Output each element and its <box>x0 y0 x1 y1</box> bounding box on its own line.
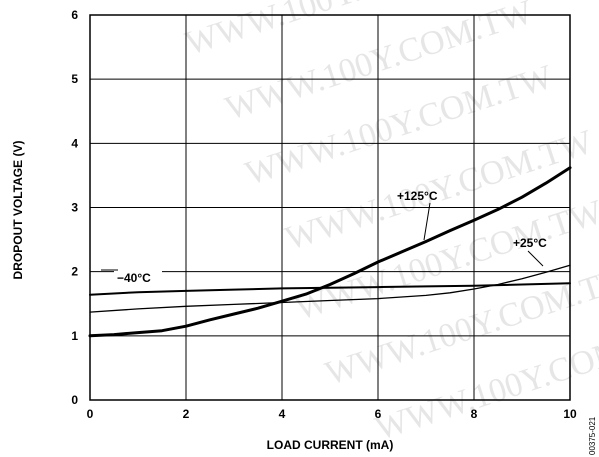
grid <box>90 15 570 400</box>
y-tick-label: 1 <box>71 329 78 343</box>
x-tick-label: 4 <box>279 407 286 421</box>
plot-border <box>89 14 571 401</box>
leader-line-1 <box>527 250 544 267</box>
y-tick-label: 6 <box>71 8 78 22</box>
series-line-1 <box>89 264 571 313</box>
x-tick-label: 0 <box>87 407 94 421</box>
plot-frame <box>89 14 571 401</box>
y-tick-label: 2 <box>71 265 78 279</box>
leader-line-0 <box>423 202 431 241</box>
y-tick-label: 3 <box>71 201 78 215</box>
x-tick-label: 2 <box>183 407 190 421</box>
series-labels: +125°C +25°C −40°C <box>101 189 547 285</box>
series-label-1: +25°C <box>513 236 547 250</box>
y-axis-title: DROPOUT VOLTAGE (V) <box>11 141 25 280</box>
y-tick-label: 5 <box>71 72 78 86</box>
y-tick-label: 0 <box>71 393 78 407</box>
x-tick-label: 10 <box>563 407 577 421</box>
figure-code: 00375-021 <box>588 416 597 455</box>
x-axis-title: LOAD CURRENT (mA) <box>267 438 394 452</box>
x-tick-label: 8 <box>471 407 478 421</box>
series-line-2 <box>89 282 571 296</box>
tick-labels: 0 2 4 6 8 10 0 1 2 3 4 5 6 <box>71 8 577 421</box>
series-label-0: +125°C <box>397 189 438 203</box>
label-background <box>114 269 162 285</box>
y-tick-label: 4 <box>71 136 78 150</box>
series-label-2: −40°C <box>117 271 151 285</box>
series-line-0 <box>88 166 572 338</box>
series-lines <box>88 166 572 338</box>
watermark-layer: WWW.100Y.COM.TWWWW.100Y.COM.TWWWW.100Y.C… <box>181 0 599 448</box>
x-tick-label: 6 <box>375 407 382 421</box>
label-group-cold <box>114 269 162 285</box>
